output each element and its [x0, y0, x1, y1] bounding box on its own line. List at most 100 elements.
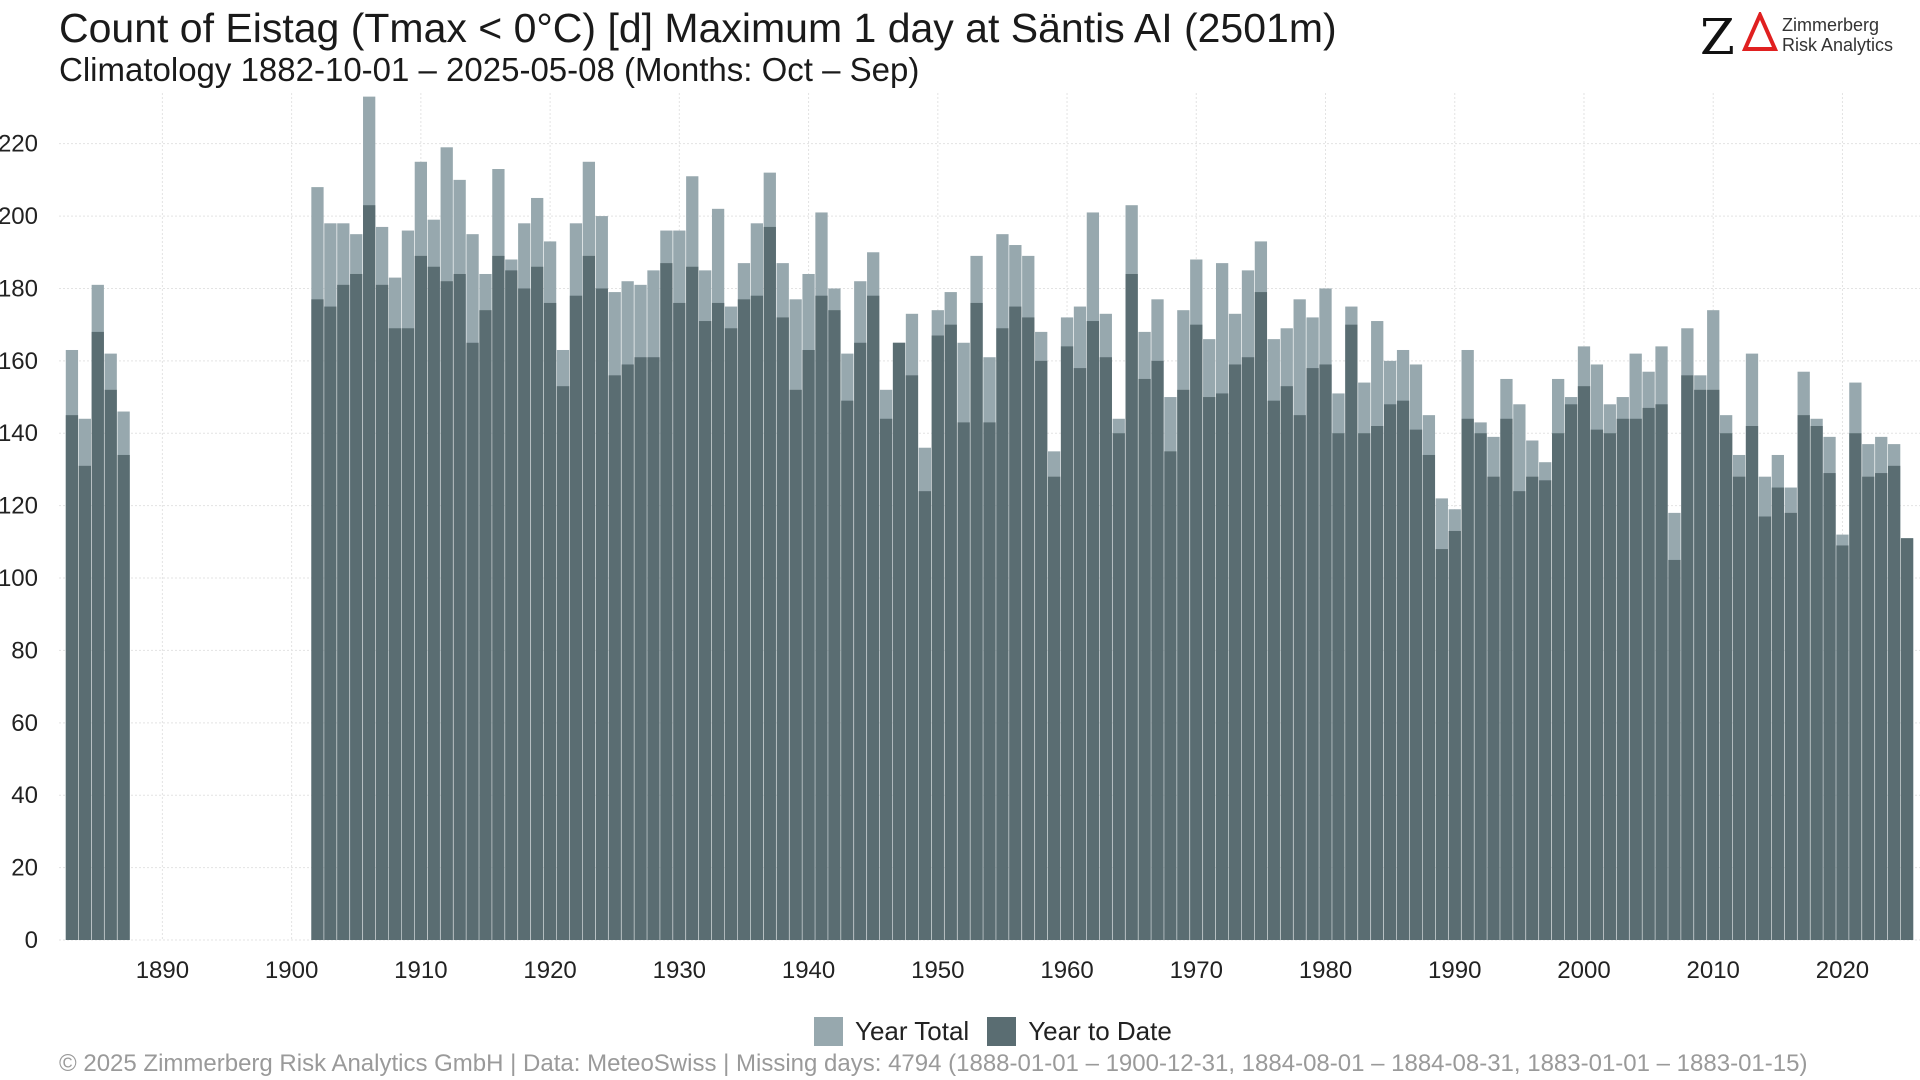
bar-year-to-date	[1629, 418, 1642, 940]
bar-year-to-date	[879, 418, 893, 940]
bar-year-to-date	[531, 266, 544, 940]
bar-year-to-date	[1616, 418, 1629, 940]
bar-year-to-date	[1900, 538, 1914, 940]
bar-year-to-date	[1073, 368, 1087, 941]
bar-year-to-date	[686, 266, 699, 940]
y-tick-label: 0	[25, 927, 38, 954]
bar-year-to-date	[608, 375, 621, 940]
bar-year-to-date	[1254, 292, 1268, 941]
x-tick-label: 1950	[911, 957, 964, 984]
y-tick-label: 60	[11, 710, 38, 737]
bar-year-to-date	[931, 335, 944, 940]
bar-year-to-date	[1681, 375, 1694, 940]
bar-year-to-date	[1461, 418, 1474, 940]
bar-year-to-date	[1784, 512, 1797, 940]
bar-year-to-date	[1539, 480, 1552, 940]
bar-year-to-date	[944, 324, 957, 941]
bar-year-to-date	[1888, 465, 1901, 940]
bar-year-to-date	[1642, 407, 1655, 940]
bar-year-to-date	[401, 328, 415, 940]
bar-year-to-date	[363, 205, 376, 940]
bar-year-to-date	[1435, 549, 1448, 940]
bar-year-to-date	[957, 422, 970, 940]
bar-year-to-date	[1060, 346, 1074, 940]
bar-year-to-date	[1280, 386, 1293, 940]
bar-year-to-date	[1655, 404, 1668, 940]
bar-year-to-date	[1448, 530, 1461, 940]
y-tick-label: 40	[11, 782, 38, 809]
bar-year-to-date	[673, 302, 686, 940]
bar-year-to-date	[892, 342, 906, 940]
bar-year-to-date	[1875, 473, 1888, 940]
x-tick-label: 1930	[653, 957, 706, 984]
x-tick-label: 1920	[523, 957, 576, 984]
bar-year-to-date	[789, 389, 802, 940]
bar-year-to-date	[492, 255, 505, 940]
legend-label-year-to-date: Year to Date	[1028, 1015, 1172, 1046]
bar-year-to-date	[828, 310, 841, 941]
bar-year-to-date	[983, 422, 996, 940]
bar-year-to-date	[1022, 317, 1035, 940]
bar-year-to-date	[711, 302, 725, 940]
bar-year-to-date	[763, 226, 776, 940]
bar-year-to-date	[1720, 433, 1733, 940]
bar-year-to-date	[466, 342, 479, 940]
x-tick-label: 2020	[1816, 957, 1869, 984]
y-tick-label: 100	[0, 565, 38, 592]
bar-year-to-date	[65, 415, 79, 941]
bar-year-to-date	[569, 295, 583, 940]
bar-year-to-date	[970, 302, 983, 940]
bar-year-to-date	[1099, 357, 1112, 940]
bar-year-to-date	[660, 263, 673, 941]
bar-year-to-date	[1086, 321, 1100, 940]
y-tick-label: 160	[0, 348, 38, 375]
bar-year-to-date	[905, 375, 919, 940]
x-tick-label: 2010	[1687, 957, 1740, 984]
bar-year-to-date	[1552, 433, 1565, 940]
footer-credits: © 2025 Zimmerberg Risk Analytics GmbH | …	[59, 1050, 1808, 1077]
bar-year-to-date	[1577, 386, 1591, 940]
x-tick-label: 1910	[394, 957, 447, 984]
bar-year-to-date	[556, 386, 570, 940]
bar-year-to-date	[337, 284, 350, 940]
company-logo: Z Zimmerberg Risk Analytics	[1700, 8, 1900, 66]
bar-year-to-date	[1203, 397, 1216, 940]
bar-year-to-date	[1241, 357, 1255, 940]
bar-year-to-date	[1513, 491, 1526, 940]
legend-label-year-total: Year Total	[855, 1015, 970, 1046]
bar-year-to-date	[1035, 360, 1048, 940]
bar-year-to-date	[1306, 368, 1319, 941]
y-tick-label: 200	[0, 203, 38, 230]
bar-year-to-date	[1228, 364, 1242, 940]
bar-year-to-date	[311, 299, 324, 940]
bar-year-to-date	[388, 328, 402, 940]
bar-year-to-date	[1009, 306, 1022, 940]
bar-year-to-date	[1190, 324, 1203, 941]
bar-year-to-date	[1422, 454, 1436, 940]
bar-year-to-date	[1797, 415, 1810, 941]
bar-year-to-date	[505, 270, 518, 940]
bar-year-to-date	[518, 288, 531, 940]
logo-line1: Zimmerberg	[1782, 15, 1880, 35]
bar-year-to-date	[1112, 433, 1125, 940]
bar-year-to-date	[1526, 476, 1539, 940]
logo-letter: Z	[1700, 8, 1735, 66]
bar-year-to-date	[1151, 360, 1164, 940]
bar-year-to-date	[802, 349, 815, 940]
bar-year-to-date	[1345, 324, 1358, 941]
bar-year-to-date	[621, 364, 634, 940]
bar-year-to-date	[776, 317, 789, 940]
bar-year-to-date	[1125, 273, 1138, 940]
bar-year-to-date	[1215, 393, 1229, 940]
bar-year-to-date	[1474, 433, 1487, 940]
bar-year-to-date	[750, 295, 764, 940]
logo-line2: Risk Analytics	[1782, 35, 1894, 55]
y-tick-label: 120	[0, 493, 38, 520]
bar-year-to-date	[1694, 389, 1707, 940]
bar-year-to-date	[1668, 559, 1681, 940]
bar-year-to-date	[1293, 415, 1306, 941]
chart-title: Count of Eistag (Tmax < 0°C) [d] Maximum…	[59, 5, 1337, 51]
bar-year-to-date	[1267, 400, 1280, 941]
bar-year-to-date	[1758, 516, 1772, 940]
bar-year-to-date	[1500, 418, 1513, 940]
